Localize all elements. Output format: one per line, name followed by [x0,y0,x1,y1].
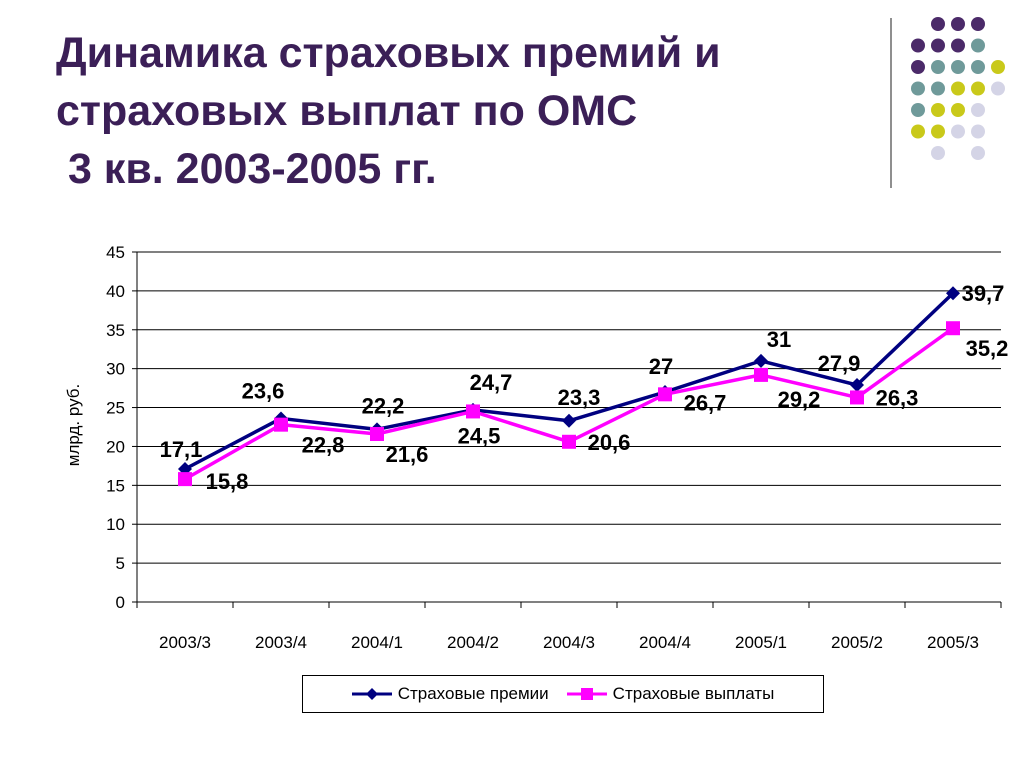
title-line-1: Динамика страховых премий и [56,29,721,77]
decorative-dot [971,124,985,139]
data-label-premiums: 24,7 [470,370,513,395]
decorative-dot [931,124,945,139]
x-tick-label: 2004/4 [639,633,691,652]
decorative-dot [911,124,925,139]
data-point-payments [274,417,288,432]
data-point-premiums [850,378,864,392]
y-tick-label: 5 [116,554,125,573]
decorative-dot [951,60,965,74]
decorative-dot-grid [911,17,1005,160]
y-tick-label: 30 [106,360,125,379]
data-point-payments [370,427,384,441]
legend-item-payments: Страховые выплаты [566,684,775,704]
data-label-payments: 35,2 [966,336,1009,361]
chart-legend: Страховые премии Страховые выплаты [302,675,824,713]
data-label-payments: 24,5 [458,423,501,448]
y-tick-label: 20 [106,437,125,456]
x-tick-label: 2005/1 [735,633,787,652]
decorative-dot [931,17,945,31]
title-line-3: 3 кв. 2003-2005 гг. [56,145,437,193]
decorative-dot [971,60,985,74]
data-label-premiums: 17,1 [160,437,203,462]
data-label-payments: 26,7 [684,390,727,415]
legend-swatch-payments-icon [566,688,607,700]
data-label-premiums: 27,9 [818,351,861,376]
y-tick-label: 0 [116,593,125,612]
data-point-premiums [562,413,576,428]
decorative-dot [951,17,965,31]
data-point-payments [658,387,672,402]
y-tick-label: 10 [106,515,125,534]
data-point-payments [178,472,192,487]
line-chart: 0 5 10 15 20 25 30 35 40 45 2003/3 2003/4 2004/1 2004… [64,243,1009,652]
decorative-dot [971,38,985,53]
x-tick-label: 2004/1 [351,633,403,652]
decorative-dot [911,38,925,53]
decorative-dot [911,60,925,74]
y-tick-label: 35 [106,321,125,340]
decorative-dot [971,146,985,160]
y-tick-label: 45 [106,243,125,262]
data-label-premiums: 27 [649,354,673,379]
decorative-dot [991,60,1005,74]
x-tick-label: 2005/2 [831,633,883,652]
x-tick-label: 2004/2 [447,633,499,652]
data-point-premiums [754,353,768,368]
data-label-premiums: 39,7 [962,281,1005,306]
decorative-dot [951,81,965,96]
data-point-payments [754,367,768,382]
decorative-dot [951,103,965,117]
data-label-premiums: 22,2 [362,393,405,418]
data-point-payments [946,321,960,336]
decorative-dot [931,81,945,96]
decorative-dot [911,103,925,117]
decorative-dot [971,81,985,96]
decorative-dot [931,146,945,160]
decorative-dot [931,103,945,117]
x-tick-label: 2005/3 [927,633,979,652]
y-tick-label: 40 [106,282,125,301]
decorative-dot [951,38,965,53]
title-line-2: страховых выплат по ОМС [56,87,638,135]
data-label-payments: 15,8 [206,469,249,494]
data-label-premiums: 23,3 [558,385,601,410]
data-label-payments: 22,8 [302,433,345,458]
y-tick-label: 25 [106,399,125,418]
decorative-dot [971,17,985,31]
data-point-payments [466,404,480,419]
x-tick-label: 2004/3 [543,633,595,652]
decorative-dot [951,124,965,139]
data-label-payments: 29,2 [778,387,821,412]
data-label-payments: 20,6 [588,430,631,455]
legend-label-premiums: Страховые премии [397,684,549,703]
slide-title: Динамика страховых премий и страховых вы… [56,24,876,198]
data-point-premiums [946,286,960,301]
data-label-payments: 21,6 [386,442,429,467]
decorative-dot [911,81,925,96]
data-point-payments [850,390,864,405]
data-point-payments [562,434,576,449]
legend-swatch-premiums-icon [351,688,392,700]
decorative-dot [971,103,985,117]
data-label-premiums: 23,6 [242,378,285,403]
x-tick-label: 2003/3 [159,633,211,652]
data-label-payments: 26,3 [876,385,919,410]
legend-label-payments: Страховые выплаты [612,684,775,703]
decorative-dot [991,81,1005,96]
x-tick-label: 2003/4 [255,633,307,652]
y-tick-label: 15 [106,476,125,495]
data-label-premiums: 31 [767,327,791,352]
y-axis-label: млрд. руб. [64,384,83,466]
decorative-dot [931,38,945,53]
legend-item-premiums: Страховые премии [351,684,549,704]
decorative-divider [890,18,892,188]
decorative-dot [931,60,945,74]
